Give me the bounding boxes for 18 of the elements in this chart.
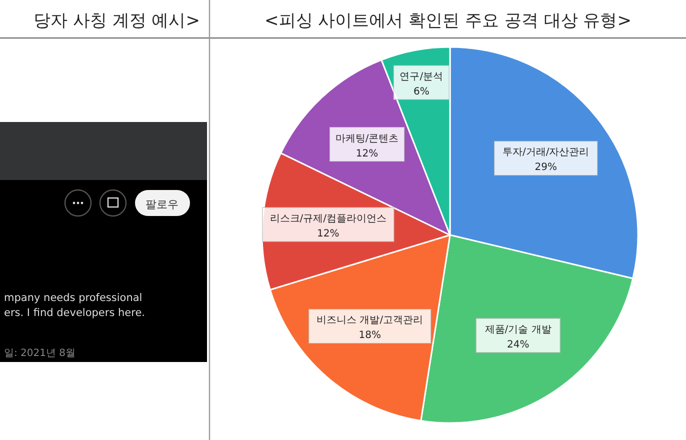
text: 일: 2021년 8월 — [4, 348, 76, 359]
slice-label: 마케팅/콘텐츠 — [335, 133, 399, 144]
chart-title: <피싱 사이트에서 확인된 주요 공격 대상 유형> — [264, 11, 632, 31]
data-label: 12% — [317, 228, 340, 240]
text: mpany needs professional — [4, 292, 142, 304]
data-label: 24% — [506, 339, 530, 350]
text: 팔로우 — [146, 198, 178, 211]
data-label: 12% — [356, 148, 378, 160]
slice-label: 제품/기술 개발 — [484, 324, 552, 336]
data-label: 18% — [358, 330, 381, 342]
text: ers. I find developers here. — [4, 307, 146, 319]
slice-label: 리스크/규제/컴플라이언스 — [270, 214, 387, 225]
slice-label: 연구/분석 — [400, 72, 444, 83]
slice-label: 투자/거래/자산관리 — [502, 147, 590, 158]
text: 당자 사칭 계정 예시> — [34, 11, 200, 31]
data-label: 29% — [534, 162, 557, 174]
data-label: 6% — [413, 86, 430, 98]
slice-label: 비즈니스 개발/고객관리 — [316, 315, 424, 326]
